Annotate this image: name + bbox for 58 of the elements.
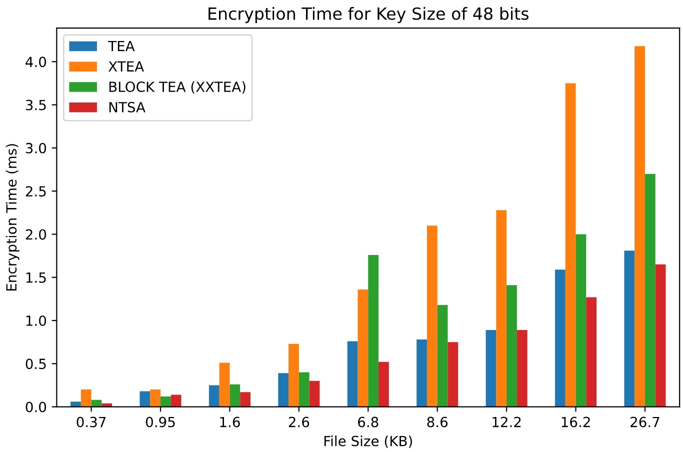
bar [426, 226, 438, 407]
bar [448, 342, 458, 407]
bar [565, 83, 576, 407]
bar [298, 372, 310, 407]
y-tick-label: 3.5 [26, 100, 46, 110]
x-tick-label: 26.7 [630, 416, 660, 428]
x-tick-label: 16.2 [562, 416, 590, 428]
bar [655, 264, 666, 407]
bar [506, 285, 517, 407]
bar [288, 344, 299, 407]
y-tick-label: 1.0 [26, 315, 46, 326]
bar [240, 392, 250, 407]
bar [309, 380, 320, 407]
bar [416, 340, 427, 407]
x-tick-label: 0.95 [146, 416, 175, 428]
bar [378, 362, 389, 407]
bar [576, 234, 586, 407]
y-tick-label: 2.0 [26, 229, 46, 240]
x-tick-label: 1.6 [220, 416, 240, 428]
bar [150, 390, 161, 407]
x-tick-label: 0.37 [76, 416, 106, 428]
legend-label: NTSA [109, 102, 146, 112]
legend-label: TEA [108, 40, 135, 52]
y-tick-label: 4.0 [26, 56, 46, 68]
x-tick-label: 2.6 [288, 416, 310, 428]
bar [586, 297, 597, 407]
bar [170, 394, 182, 407]
bar [368, 254, 379, 407]
bar [437, 304, 448, 407]
bar [496, 210, 507, 407]
y-tick-label: 1.5 [26, 272, 46, 283]
bar [516, 330, 528, 407]
y-tick-label: 0.5 [26, 358, 46, 370]
bar [160, 396, 171, 407]
bar [208, 385, 220, 407]
x-tick-label: 6.8 [358, 416, 378, 428]
bar [230, 384, 240, 407]
bar [634, 46, 645, 407]
y-tick-label: 3.0 [26, 142, 46, 154]
bar [347, 341, 358, 407]
legend-label: XTEA [108, 61, 144, 72]
y-tick-label: 0.0 [26, 402, 46, 412]
bar [644, 174, 656, 407]
bar [624, 250, 635, 407]
bar [140, 391, 150, 407]
bar [486, 330, 496, 407]
bar [555, 270, 566, 407]
x-axis-title: File Size (KB) [324, 436, 412, 448]
bar [278, 373, 289, 407]
legend-label: BLOCK TEA (XXTEA) [109, 81, 246, 94]
y-tick-label: 2.5 [26, 186, 46, 197]
x-tick-label: 12.2 [492, 416, 521, 428]
bar [80, 390, 92, 407]
bar [219, 362, 230, 407]
chart-title: Encryption Time for Key Size of 48 bits [208, 7, 529, 24]
x-tick-label: 8.6 [427, 416, 448, 428]
y-axis-title: Encryption Time (ms) [6, 144, 20, 291]
bar [358, 289, 368, 407]
